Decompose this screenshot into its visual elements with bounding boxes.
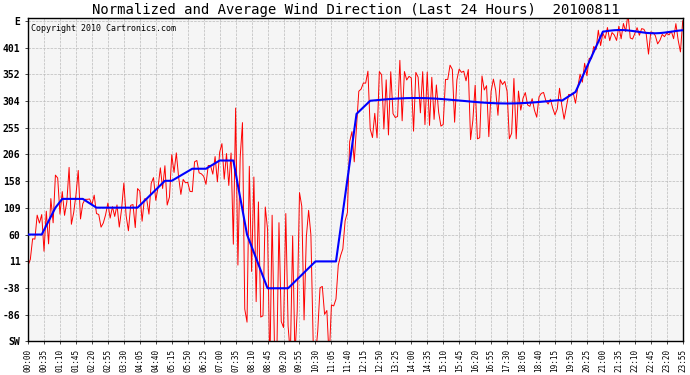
Title: Normalized and Average Wind Direction (Last 24 Hours)  20100811: Normalized and Average Wind Direction (L… (92, 3, 619, 17)
Text: Copyright 2010 Cartronics.com: Copyright 2010 Cartronics.com (31, 24, 177, 33)
